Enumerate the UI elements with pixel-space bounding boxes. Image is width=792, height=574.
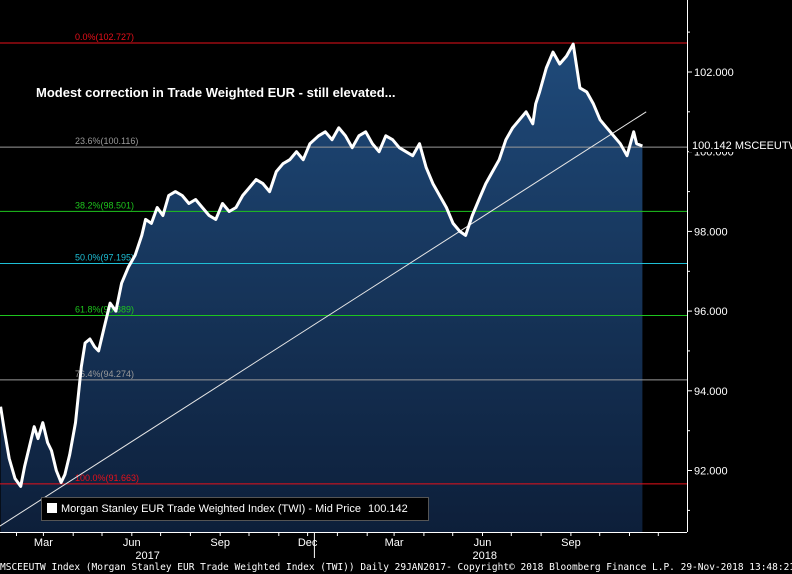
fib-level-label: 38.2%(98.501)	[75, 200, 134, 210]
x-tick-label: Jun	[123, 537, 141, 549]
y-tick-label: 94.000	[694, 386, 728, 398]
legend-swatch	[47, 503, 57, 513]
trendline-layer	[0, 111, 647, 527]
x-tick-label: Dec	[298, 537, 318, 549]
y-tick-label: 102.000	[694, 67, 734, 79]
fibonacci-levels: 0.0%(102.727) 23.6%(100.116) 38.2%(98.501)…	[0, 32, 687, 485]
x-tick-label: Sep	[210, 537, 230, 549]
fib-level-label: 76.4%(94.274)	[75, 369, 134, 379]
legend-last-value: 100.142	[364, 503, 411, 515]
fib-level-label: 100.0%(91.663)	[75, 473, 139, 483]
fib-level-label: 0.0%(102.727)	[75, 32, 134, 42]
last-value-label: 100.142 MSCEEUTW	[692, 140, 792, 152]
axes: 92.00094.00096.00098.000100.000102.00010…	[0, 0, 792, 562]
fib-level-label: 23.6%(100.116)	[75, 136, 138, 146]
legend-series-name: Morgan Stanley EUR Trade Weighted Index …	[61, 503, 361, 515]
fib-level-label: 61.8%(95.889)	[75, 305, 134, 315]
x-tick-label: Jun	[474, 537, 492, 549]
price-area	[0, 44, 643, 532]
series-area-fill	[0, 44, 643, 532]
trendline	[0, 111, 647, 527]
y-tick-label: 98.000	[694, 226, 728, 238]
legend: Morgan Stanley EUR Trade Weighted Index …	[41, 497, 429, 521]
x-tick-label: Mar	[34, 537, 53, 549]
last-value-box	[689, 138, 792, 152]
y-tick-label: 92.000	[694, 466, 728, 478]
year-label: 2018	[473, 550, 497, 562]
y-tick-label: 96.000	[694, 306, 728, 318]
year-label: 2017	[135, 550, 159, 562]
x-tick-label: Sep	[561, 537, 581, 549]
chart-title: Modest correction in Trade Weighted EUR …	[36, 85, 396, 100]
x-tick-label: Mar	[385, 537, 404, 549]
series-line	[0, 42, 643, 488]
fib-level-label: 50.0%(97.195)	[75, 253, 134, 263]
price-line-layer	[0, 42, 643, 488]
footer-info: MSCEEUTW Index (Morgan Stanley EUR Trade…	[0, 562, 792, 573]
